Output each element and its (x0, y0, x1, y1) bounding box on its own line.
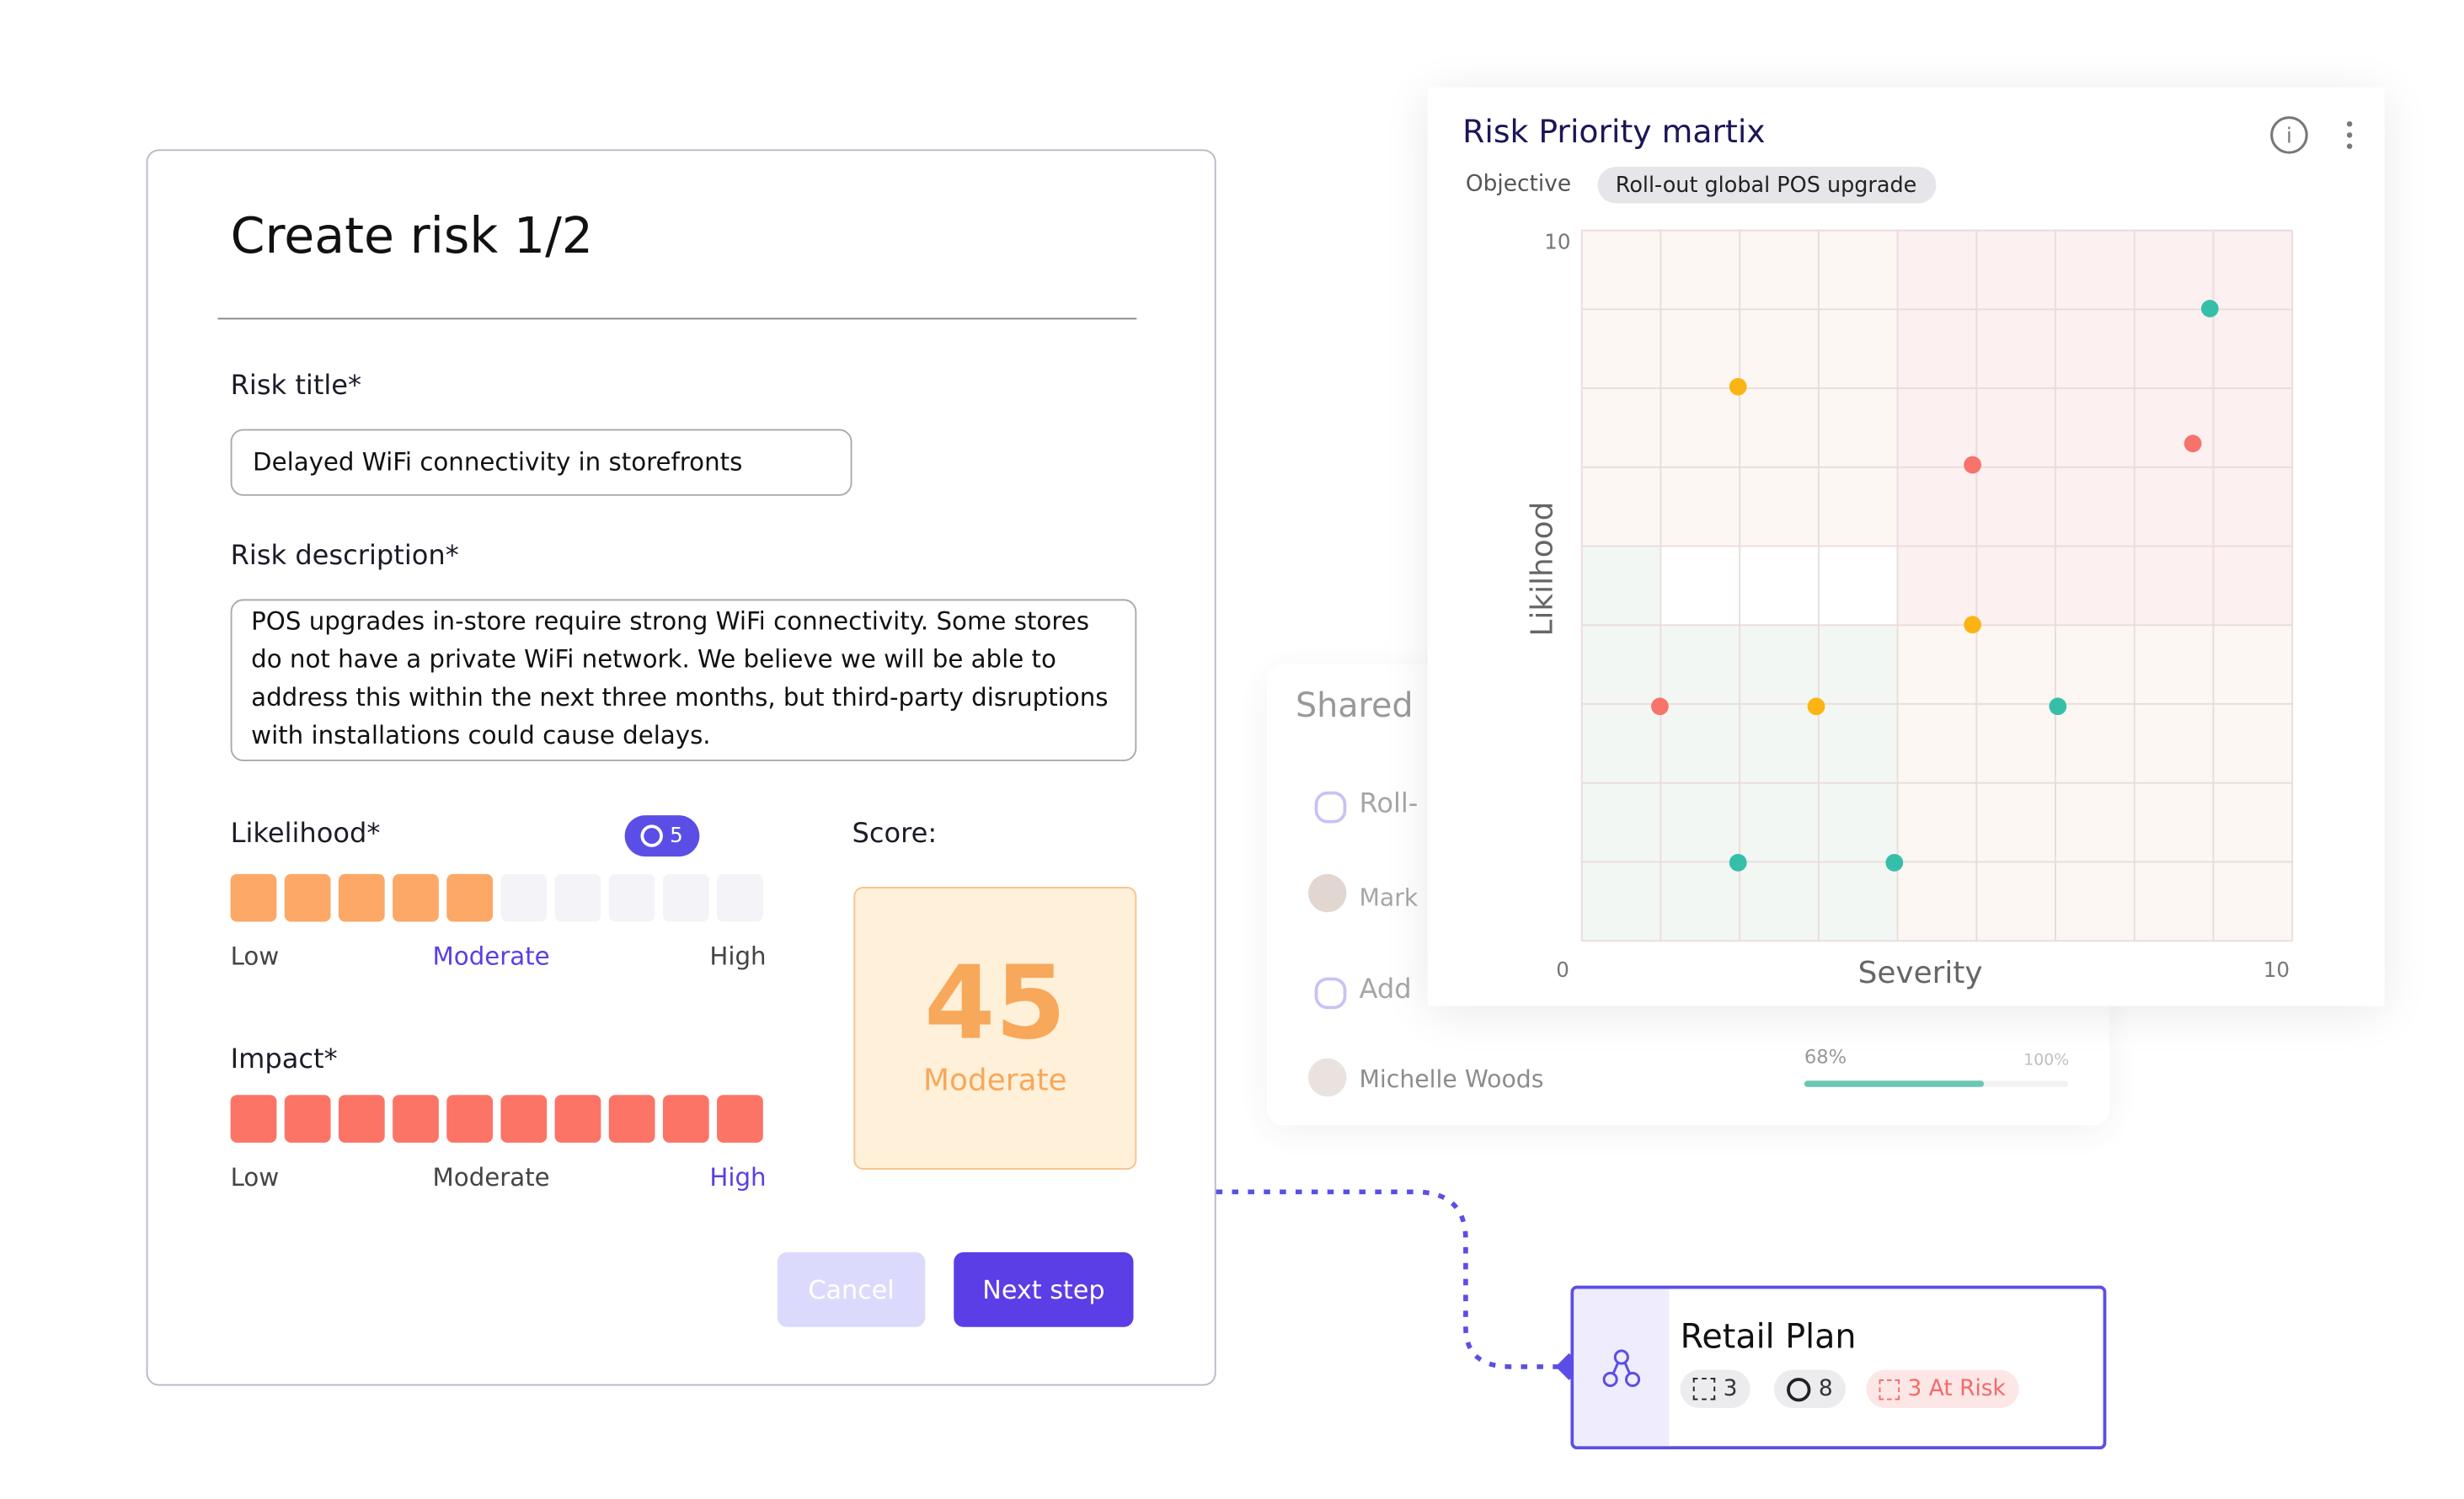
description-input[interactable]: POS upgrades in-store require strong WiF… (230, 599, 1137, 761)
progress-label: 68% (1804, 1045, 1847, 1069)
score-value: 45 (924, 945, 1066, 1064)
info-icon-glyph: i (2286, 123, 2292, 147)
segment (446, 873, 494, 922)
retail-card[interactable]: Retail Plan 3 8 3 At Risk (1570, 1285, 2107, 1450)
x-axis-label: Severity (1858, 956, 1983, 990)
zone-low (1581, 545, 1662, 942)
risk-point (2200, 300, 2219, 317)
segment (554, 873, 601, 922)
zone-high (1896, 230, 2293, 625)
risk-point (1964, 456, 1981, 474)
icon (1314, 791, 1347, 824)
segment (446, 1095, 494, 1143)
segment (284, 1095, 331, 1143)
at-risk-chip: 3 At Risk (1866, 1369, 2018, 1408)
risk-point (1885, 853, 1904, 872)
next-button[interactable]: Next step (954, 1252, 1134, 1327)
segment (230, 1095, 277, 1143)
chart-card: Risk Priority martix Objective Roll-out … (1427, 87, 2385, 1006)
progress-bar (1804, 1080, 1984, 1087)
risk-point (2049, 697, 2067, 716)
chart-title: Risk Priority martix (1462, 113, 1766, 150)
segment (393, 1095, 439, 1143)
segment (393, 873, 439, 922)
scale-label: High (709, 942, 767, 972)
segment (554, 1095, 601, 1143)
label: Risk description* (230, 540, 459, 573)
risk-point (1651, 697, 1669, 716)
risk-point (1729, 853, 1747, 872)
scale-label: High (709, 1163, 767, 1192)
card-icon-area (1574, 1288, 1670, 1447)
chip-text: 3 At Risk (1907, 1376, 2006, 1402)
label: Impact* (230, 1043, 338, 1076)
card-title: Retail Plan (1680, 1317, 1857, 1356)
y-axis-label: Likilhood (1525, 502, 1559, 637)
progress-track (1804, 1080, 2069, 1087)
x-tick-label: 10 (2264, 958, 2290, 982)
risk-point (1964, 616, 1981, 634)
y-tick-label: 10 (1544, 230, 1570, 254)
segment (500, 873, 548, 922)
scale-label: Moderate (432, 1163, 550, 1192)
objective-chip (1597, 167, 1937, 204)
network-icon (1602, 1349, 1641, 1388)
segment (338, 1095, 385, 1143)
objective-label: Objective (1466, 170, 1571, 196)
segment (608, 1095, 655, 1143)
risk-point (1729, 377, 1747, 396)
title-input[interactable]: Delayed WiFi connectivity in storefronts (230, 429, 853, 496)
progress-max: 100% (2023, 1052, 2070, 1070)
risk-point (1807, 697, 1825, 716)
row: Add (1359, 974, 1412, 1006)
info-icon[interactable] (2270, 116, 2308, 154)
segment (284, 873, 331, 922)
avatar (1308, 1058, 1347, 1097)
chart: Risk Priority martix Objective Roll-out … (1462, 113, 2353, 990)
segment (717, 1095, 763, 1143)
label: Risk title* (230, 370, 362, 403)
objectives-chip: 3 (1680, 1369, 1750, 1408)
chip-text: 8 (1818, 1376, 1833, 1402)
label: Score: (852, 818, 938, 851)
segment (717, 873, 763, 922)
likelihood-badge: 5 (624, 815, 700, 857)
divider (217, 317, 1137, 320)
risk-point (2183, 435, 2202, 453)
panel-title: Shared (1295, 686, 1414, 725)
form-card: Create risk 1/2 Risk title* Delayed WiFi… (146, 149, 1216, 1386)
grid (1580, 229, 2294, 942)
targets-chip: 8 (1774, 1369, 1846, 1408)
scale-label: Low (230, 942, 280, 972)
icon (1314, 977, 1347, 1010)
row: Mark (1359, 883, 1419, 913)
menu-icon[interactable] (2346, 120, 2353, 149)
score-box: 45 Moderate (853, 887, 1137, 1170)
segment (662, 1095, 709, 1143)
cancel-button[interactable]: Cancel (777, 1252, 926, 1327)
segment (608, 873, 655, 922)
row: Roll- (1359, 788, 1419, 820)
score-level: Moderate (923, 1063, 1067, 1098)
badge-text: 5 (670, 824, 683, 848)
segment (338, 873, 385, 922)
x-tick-label: 0 (1556, 958, 1569, 982)
form-title: Create risk 1/2 (230, 208, 594, 266)
segment (500, 1095, 548, 1143)
objective: Roll-out global POS upgrade (1616, 173, 1917, 198)
scale-label: Low (230, 1163, 280, 1192)
label: Likelihood* (230, 818, 381, 851)
scale-label: Moderate (432, 942, 550, 972)
avatar (1308, 873, 1347, 913)
segment (662, 873, 709, 922)
chip-text: 3 (1723, 1376, 1738, 1402)
segment (230, 873, 277, 922)
row: Michelle Woods (1359, 1064, 1544, 1094)
